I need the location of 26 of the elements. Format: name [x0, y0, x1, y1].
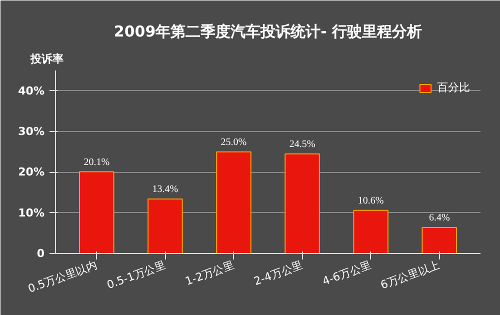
- x-tick-label: 4-6万公里: [320, 258, 374, 288]
- text: 25.0%: [220, 136, 247, 148]
- chart-title: 2009年第二季度汽车投诉统计- 行驶里程分析: [114, 22, 422, 40]
- x-tick-label: 2-4万公里: [252, 258, 304, 288]
- legend-label: 百分比: [437, 80, 470, 95]
- y-tick-label: 0: [36, 247, 45, 260]
- text: 13.4%: [152, 184, 178, 196]
- text: 24.5%: [289, 138, 316, 150]
- text: 10.6%: [358, 195, 384, 206]
- x-tick-label: 6万公里以上: [378, 258, 442, 292]
- bar: [284, 153, 320, 254]
- bar: [422, 226, 458, 254]
- bar: [216, 151, 252, 254]
- x-tick-label: 0.5万公里以内: [26, 258, 99, 296]
- bar: [148, 198, 183, 254]
- y-tick-label: 30%: [18, 125, 45, 138]
- x-tick-label: 0.5-1万公里: [105, 258, 168, 292]
- y-axis-title: 投诉率: [30, 52, 64, 66]
- x-tick-label: 1-2万公里: [184, 258, 236, 288]
- y-tick-label: 40%: [18, 84, 45, 98]
- bar: [353, 210, 388, 254]
- y-tick-label: 20%: [18, 166, 45, 179]
- text: 20.1%: [84, 156, 110, 168]
- bar: [78, 171, 114, 254]
- text: 6.4%: [428, 212, 450, 224]
- y-tick-label: 10%: [18, 206, 45, 220]
